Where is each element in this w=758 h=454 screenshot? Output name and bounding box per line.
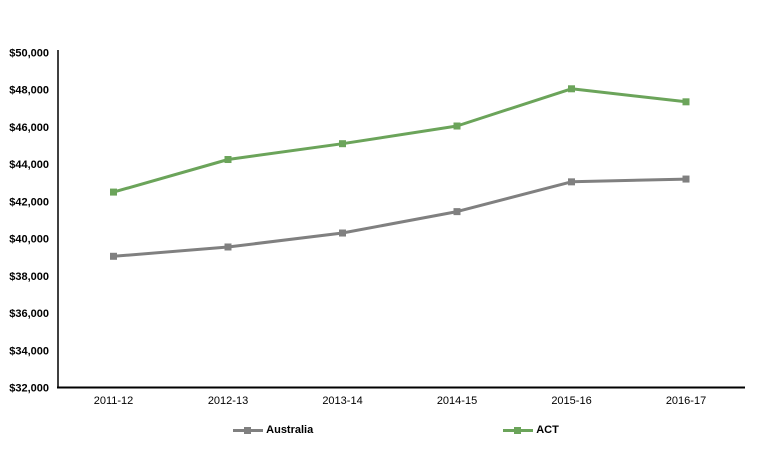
act-series-marker	[224, 156, 232, 164]
australia-series-marker	[339, 229, 346, 237]
act-series-marker	[453, 122, 461, 130]
x-axis-tick-label: 2011-12	[94, 395, 134, 407]
act-legend-square-icon	[514, 426, 522, 434]
y-axis-tick-label: $38,000	[9, 271, 49, 283]
act-series-line	[113, 87, 687, 194]
x-axis-tick-label: 2015-16	[551, 395, 591, 407]
chart-legend: Australia ACT	[17, 424, 758, 436]
act-series-marker	[339, 140, 346, 148]
y-axis-tick-label: $34,000	[9, 345, 49, 357]
x-axis-tick-label: 2016-17	[666, 395, 706, 407]
legend-item-australia: Australia	[233, 424, 313, 436]
y-axis-tick-label: $48,000	[9, 85, 49, 97]
y-axis-tick-label: $36,000	[9, 308, 49, 320]
act-legend-marker	[503, 426, 534, 435]
x-axis-tick-label: 2014-15	[437, 395, 477, 407]
legend-label: Australia	[266, 424, 314, 436]
act-series-marker	[110, 188, 117, 196]
plot-area: $32,000 $34,000 $36,000 $38,000 $40,000 $42,0…	[9, 48, 745, 407]
australia-series-line	[113, 177, 687, 258]
y-axis-tick-label: $32,000	[9, 383, 49, 395]
australia-series-marker	[453, 208, 461, 216]
y-axis-tick-label: $40,000	[9, 234, 49, 246]
y-axis-tick-label: $42,000	[9, 196, 49, 208]
act-series-marker	[682, 98, 690, 106]
y-axis-tick-label: $44,000	[9, 159, 49, 171]
australia-legend-square-icon	[244, 426, 252, 434]
australia-series-marker	[568, 178, 575, 186]
legend-label: ACT	[536, 424, 559, 436]
act-series-marker	[568, 85, 575, 93]
y-axis-tick-label: $50,000	[9, 48, 49, 60]
x-axis-tick-label: 2012-13	[208, 395, 248, 407]
australia-legend-marker	[233, 426, 264, 435]
australia-series-marker	[224, 243, 232, 251]
australia-series-marker	[682, 175, 690, 183]
legend-item-act: ACT	[503, 424, 559, 436]
y-axis-tick-label: $46,000	[9, 122, 49, 134]
x-axis-tick-label: 2013-14	[322, 395, 362, 407]
australia-series-marker	[110, 252, 117, 260]
